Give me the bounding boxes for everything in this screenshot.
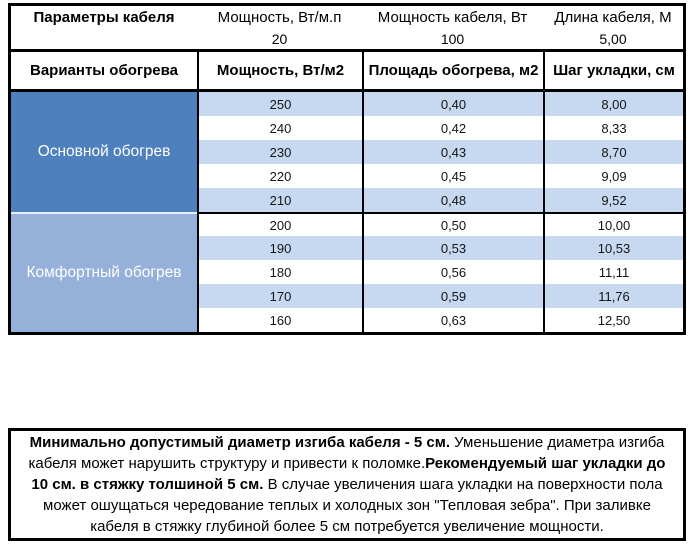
cable-heating-table: Параметры кабеля Мощность, Вт/м.п Мощнос… [8, 3, 686, 335]
table-cell: 11,76 [543, 284, 683, 308]
table-cell: 160 [197, 308, 362, 332]
table-cell: 12,50 [543, 308, 683, 332]
table-cell: 10,53 [543, 236, 683, 260]
table-cell: 220 [197, 164, 362, 188]
section-label-main-heating: Основной обогрев [11, 92, 197, 212]
note-segment: Уменьшение диаметра изгиба кабеля может … [28, 434, 665, 472]
section-label-comfort-heating: Комфортный обогрев [11, 212, 197, 332]
table-cell: 0,63 [362, 308, 543, 332]
power-per-meter-value: 20 [271, 30, 288, 47]
table-cell: 11,11 [543, 260, 683, 284]
table-cell: 8,70 [543, 140, 683, 164]
table-cell: 200 [197, 212, 362, 236]
table-cell: 240 [197, 116, 362, 140]
table-cell: 0,53 [362, 236, 543, 260]
installation-note-box: Минимально допустимый диаметр изгиба каб… [8, 428, 686, 541]
header-spacing: Шаг укладки, см [543, 52, 683, 89]
header-power: Мощность, Вт/м2 [197, 52, 362, 89]
power-per-meter-label: Мощность, Вт/м.п [217, 8, 342, 26]
table-cell: 9,09 [543, 164, 683, 188]
table-cell: 180 [197, 260, 362, 284]
cable-length-value: 5,00 [599, 30, 627, 47]
cable-power-value: 100 [440, 30, 465, 47]
table-cell: 190 [197, 236, 362, 260]
table-cell: 250 [197, 92, 362, 116]
table-cell: 8,00 [543, 92, 683, 116]
table-cell: 9,52 [543, 188, 683, 212]
table-cell: 0,56 [362, 260, 543, 284]
table-cell: 0,42 [362, 116, 543, 140]
cable-power-label: Мощность кабеля, Вт [377, 8, 528, 26]
table-cell: 0,43 [362, 140, 543, 164]
installation-note-text: Минимально допустимый диаметр изгиба каб… [11, 432, 683, 537]
table-cell: 170 [197, 284, 362, 308]
table-cell: 210 [197, 188, 362, 212]
note-segment-bold: Минимально допустимый диаметр изгиба каб… [29, 434, 451, 451]
note-segment: В случае увеличения шага укладки на пове… [43, 476, 663, 535]
table-cell: 0,45 [362, 164, 543, 188]
table-cell: 8,33 [543, 116, 683, 140]
header-area: Площадь обогрева, м2 [362, 52, 543, 89]
table-cell: 0,48 [362, 188, 543, 212]
table-cell: 0,59 [362, 284, 543, 308]
table-header-row: Варианты обогрева Мощность, Вт/м2 Площад… [11, 49, 683, 89]
table-cell: 0,40 [362, 92, 543, 116]
table-body: Основной обогрев 250 0,40 8,00 240 0,42 … [11, 89, 683, 332]
table-cell: 10,00 [543, 212, 683, 236]
cable-length-label: Длина кабеля, М [554, 8, 672, 26]
table-cell: 0,50 [362, 212, 543, 236]
header-heating-variants: Варианты обогрева [30, 62, 178, 79]
note-segment-bold: Рекомендуемый шаг укладки до 10 см. в ст… [31, 455, 666, 493]
table-cell: 230 [197, 140, 362, 164]
cable-parameters-box: Параметры кабеля Мощность, Вт/м.п Мощнос… [11, 6, 683, 49]
params-title: Параметры кабеля [33, 8, 175, 26]
